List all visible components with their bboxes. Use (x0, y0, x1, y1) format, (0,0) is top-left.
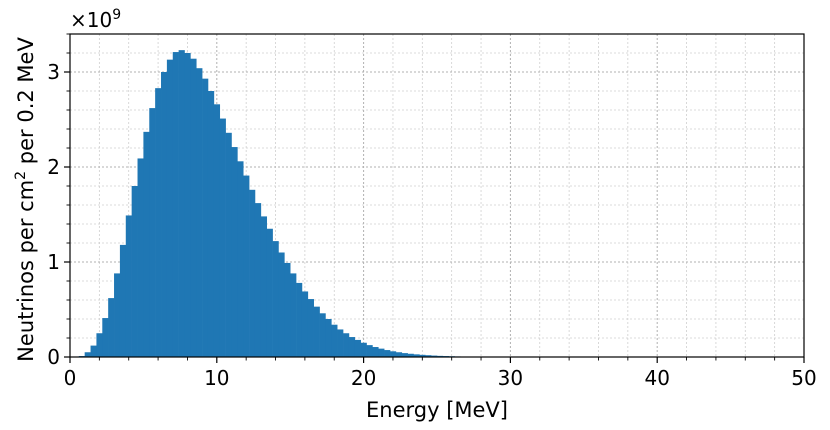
y-axis-label-tail: per 0.2 MeV (14, 37, 38, 171)
histogram-bar (155, 88, 162, 358)
y-tick-label: 3 (47, 60, 60, 84)
x-tick-label: 40 (644, 366, 669, 390)
histogram-bar (178, 50, 185, 358)
x-axis-label: Energy [MeV] (366, 398, 508, 422)
x-tick-label: 0 (64, 366, 77, 390)
histogram-bar (319, 313, 326, 357)
x-tick-label: 30 (498, 366, 523, 390)
histogram-bar (354, 339, 361, 357)
histogram-bar (284, 262, 291, 357)
offset-base: ×10 (70, 8, 112, 32)
x-tick-label: 50 (791, 366, 816, 390)
histogram-bar (161, 72, 168, 357)
histogram-bar (301, 291, 309, 357)
histogram-bar (172, 52, 179, 358)
y-tick-label: 2 (47, 155, 60, 179)
y-tick-labels: 0 1 2 3 (47, 60, 60, 369)
histogram-bar (196, 68, 203, 357)
histogram-bar (360, 342, 367, 357)
x-tick-labels: 0 10 20 30 40 50 (64, 366, 817, 390)
histogram-bar (390, 351, 397, 357)
y-axis-label: Neutrinos per cm2 per 0.2 MeV (13, 37, 38, 362)
histogram-bar (325, 319, 332, 357)
histogram-bar (249, 189, 256, 357)
y-offset-multiplier: ×109 (70, 7, 121, 32)
histogram-bar (237, 161, 244, 357)
histogram-bar (190, 58, 197, 357)
histogram-bar (137, 158, 144, 357)
histogram-bar (84, 352, 91, 357)
histogram-bar (254, 203, 262, 357)
histogram-bar (425, 355, 432, 357)
x-tick-label: 20 (351, 366, 376, 390)
x-tick-label: 10 (204, 366, 229, 390)
histogram-bar (131, 186, 138, 357)
histogram-bar (307, 299, 314, 357)
offset-exponent: 9 (112, 7, 121, 23)
histogram-bar (384, 350, 391, 357)
histogram-bar (272, 241, 279, 357)
axis-ticks (64, 33, 805, 363)
histogram-bar (96, 333, 103, 357)
histogram-bar (213, 104, 221, 357)
histogram-bar (149, 108, 156, 357)
histogram-bar (431, 355, 438, 357)
histogram-bar (348, 337, 356, 357)
histogram-bar (372, 347, 379, 357)
histogram-bar (231, 147, 238, 357)
histogram-bar (166, 59, 174, 358)
histogram-bar (266, 228, 273, 357)
histogram-bar (378, 348, 385, 357)
histogram-bar (143, 131, 150, 357)
histogram-bar (296, 282, 303, 357)
histogram-bar (331, 324, 338, 357)
histogram-bar (102, 318, 109, 357)
histogram-bar (184, 53, 191, 357)
histogram-bars (78, 50, 549, 358)
histogram-bar (108, 298, 115, 357)
histogram-bar (407, 353, 414, 357)
histogram-bar (278, 252, 285, 357)
histogram-bar (225, 132, 232, 357)
histogram-bar (313, 306, 320, 357)
y-axis-label-superscript: 2 (13, 171, 29, 180)
histogram-bar (114, 273, 121, 357)
histogram-bar (243, 175, 250, 357)
y-tick-label: 0 (47, 345, 60, 369)
y-tick-label: 1 (47, 250, 60, 274)
histogram-bar (202, 78, 209, 358)
histogram-bar (219, 118, 226, 357)
plot-frame (69, 33, 805, 358)
histogram-bar (125, 215, 132, 357)
histogram-bar (401, 353, 408, 357)
minor-gridlines (70, 33, 804, 357)
histogram-bar (337, 329, 344, 357)
histogram-bar (260, 216, 268, 357)
histogram-bar (290, 273, 297, 357)
histogram-bar (395, 352, 403, 357)
histogram-bar (343, 333, 350, 357)
y-axis-label-main: Neutrinos per cm (14, 180, 38, 362)
histogram-bar (119, 244, 127, 357)
histogram-bar (90, 345, 97, 357)
histogram-bar (413, 354, 420, 357)
histogram-bar (207, 91, 215, 357)
histogram-bar (419, 354, 426, 357)
histogram-bar (366, 345, 373, 357)
